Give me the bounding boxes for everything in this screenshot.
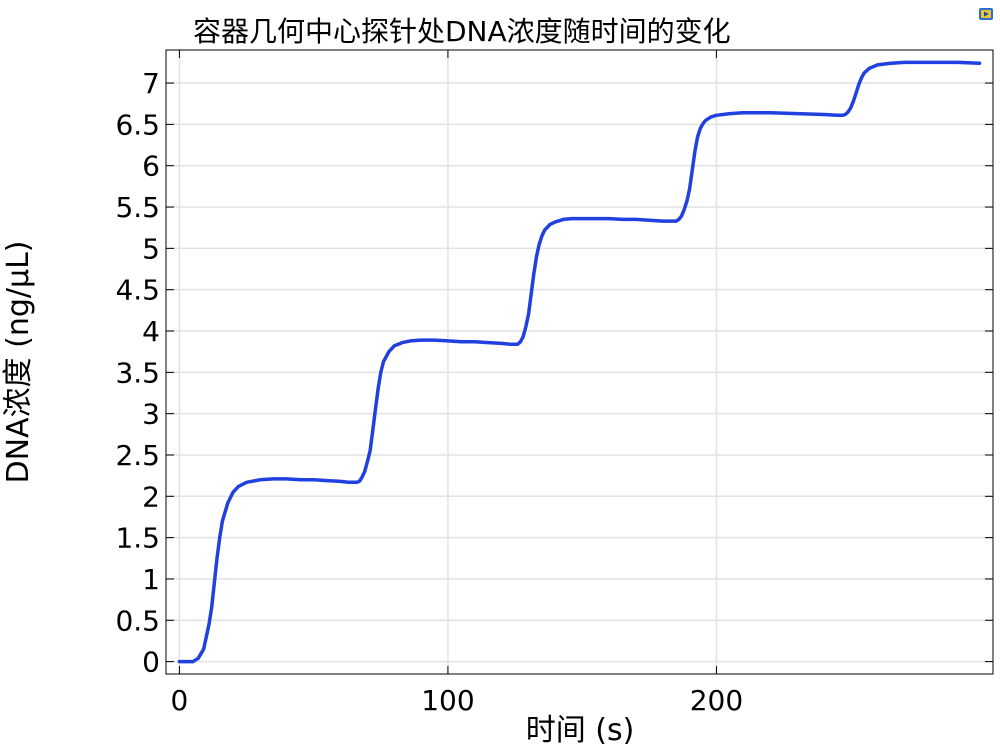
y-tick-label: 6 <box>142 150 160 183</box>
y-tick-label: 0.5 <box>115 604 160 637</box>
y-tick-label: 0 <box>142 646 160 679</box>
y-tick-label: 4 <box>142 315 160 348</box>
y-tick-label: 1.5 <box>115 522 160 555</box>
y-tick-label: 2 <box>142 480 160 513</box>
y-tick-label: 3.5 <box>115 356 160 389</box>
axis-ticks <box>166 50 993 674</box>
y-tick-label: 5.5 <box>115 191 160 224</box>
plot-area-frame <box>165 49 994 675</box>
y-tick-labels: 0 0.5 1 1.5 2 2.5 3 3.5 4 4.5 5 5.5 6 6.5 7 <box>115 67 160 679</box>
chart-title: 容器几何中心探针处DNA浓度随时间的变化 <box>193 15 731 48</box>
y-tick-label: 3 <box>142 398 160 431</box>
grid-lines <box>166 50 993 674</box>
y-axis-label: DNA浓度 (ng/μL) <box>1 241 36 484</box>
y-tick-label: 7 <box>142 67 160 100</box>
y-tick-label: 6.5 <box>115 108 160 141</box>
y-tick-label: 5 <box>142 232 160 265</box>
y-tick-label: 2.5 <box>115 439 160 472</box>
series-layer <box>177 60 982 664</box>
y-tick-label: 1 <box>142 563 160 596</box>
x-axis-label: 时间 (s) <box>526 713 635 748</box>
x-tick-label: 0 <box>171 684 189 717</box>
x-tick-labels: 0 100 200 <box>171 684 744 717</box>
x-tick-label: 200 <box>690 684 743 717</box>
y-tick-label: 4.5 <box>115 274 160 307</box>
x-tick-label: 100 <box>421 684 474 717</box>
series-line-0 <box>177 60 982 664</box>
comsol-logo-icon <box>979 8 993 20</box>
